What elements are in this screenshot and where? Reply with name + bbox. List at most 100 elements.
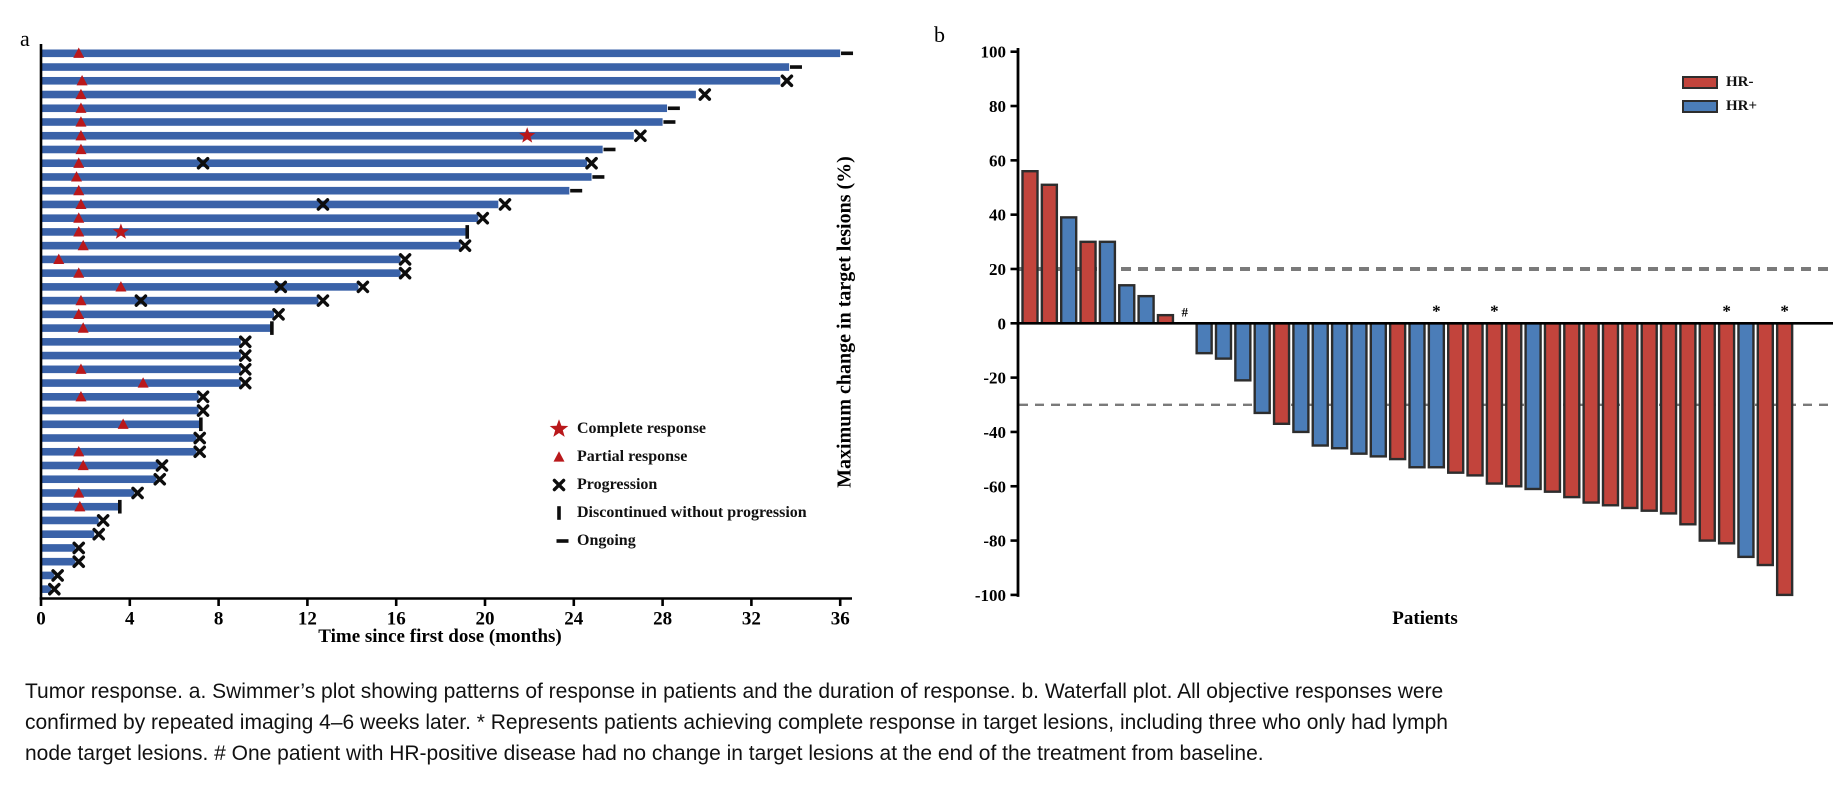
partial-response-triangle-icon [74,500,86,512]
waterfall-bar [1640,322,1658,512]
complete-response-star-icon [549,419,569,437]
swimmer-bar [42,351,241,360]
waterfall-bar [1563,322,1581,499]
discontinued-bar-icon [270,321,274,335]
discontinued-bar-icon [118,499,122,514]
waterfall-bar [1195,322,1213,355]
swimmer-bar [42,186,570,195]
partial-response-triangle-icon [75,88,87,100]
waterfall-bar [1234,322,1252,382]
swimmer-bar [42,76,781,85]
swimmer-bar [42,338,241,346]
partial-response-triangle-icon [53,253,65,264]
waterfall-bar [1447,322,1465,474]
swimmer-bar [42,118,663,126]
waterfall-bar [1466,322,1484,477]
waterfall-y-axis-title: Maximum change in target lesions (%) [833,156,856,488]
panel-b-letter: b [934,22,945,47]
partial-response-triangle-icon [73,267,85,278]
swimmer-bar [42,49,841,58]
waterfall-bar [1292,322,1310,434]
swimmer-bar [42,475,157,484]
complete-response-star-icon [519,127,536,143]
swimmer-bar [42,63,790,71]
progression-x-icon [155,459,169,472]
ongoing-dash-icon [570,188,583,193]
waterfall-bar [1311,322,1329,447]
triangle-legend-icon [553,451,565,462]
partial-response-triangle-icon [73,157,85,168]
swimmer-bar [42,90,696,99]
progression-x-icon [398,253,412,266]
legend-label: Progression [577,476,658,493]
progression-x-icon [316,198,330,211]
waterfall-y-tick-label: -80 [983,532,1006,551]
waterfall-y-tick-label: -100 [975,586,1006,605]
partial-response-triangle-icon [115,281,127,292]
legend-swatch [1682,99,1718,113]
partial-response-triangle-icon [553,451,565,462]
progression-x-icon [96,514,110,527]
progression-x-icon [72,541,86,555]
swimmer-bar [42,145,603,154]
swimmer-x-tick-label: 24 [564,609,584,630]
waterfall-bar [1698,322,1716,542]
swimmer-bar [42,228,468,236]
progression-x-icon [274,280,288,294]
waterfall-y-tick-label: 40 [989,206,1006,225]
waterfall-bar [1330,322,1349,450]
waterfall-y-tick-label: -60 [983,477,1006,496]
waterfall-bar [1098,240,1117,325]
swimmer-bar [42,131,634,140]
waterfall-y-tick-label: -20 [983,369,1006,388]
swimmer-bar [42,255,401,264]
caption-line-3: node target lesions. # One patient with … [25,742,1264,765]
swimmer-bar [42,447,197,456]
waterfall-bar [1408,322,1426,469]
waterfall-y-tick-label: 20 [989,260,1006,279]
progression-x-icon [196,156,210,170]
waterfall-bar [1679,322,1697,526]
progression-x-icon [196,390,210,404]
swimmer-bar [42,104,668,113]
partial-response-triangle-icon [75,198,87,210]
legend-label: Complete response [577,420,707,437]
progression-x-icon [634,129,647,143]
waterfall-y-tick-label: 0 [998,314,1007,333]
swimmer-x-tick-label: 32 [742,609,761,630]
waterfall-bar [1137,294,1155,325]
waterfall-bar [1272,322,1291,425]
swimmer-bar [42,200,499,209]
partial-response-triangle-icon [73,47,85,58]
waterfall-bar [1659,322,1678,515]
waterfall-bar [1601,322,1620,507]
ongoing-dash-icon [663,120,676,124]
waterfall-bar [1059,216,1078,325]
waterfall-bar [1524,322,1542,491]
partial-response-triangle-icon [75,102,87,113]
partial-response-triangle-icon [71,171,83,182]
legend-item: HR+ [1682,94,1757,118]
ongoing-dash-icon [556,539,569,543]
ongoing-dash-icon [789,65,802,69]
progression-x-icon [196,404,210,417]
waterfall-bar [1118,284,1136,325]
discontinued-legend-icon [557,506,561,520]
waterfall-bar [1717,322,1736,545]
progression-x-icon [92,527,106,541]
progression-x-icon [585,156,598,170]
waterfall-bar [1350,322,1368,455]
ongoing-dash-icon [667,106,680,111]
swimmer-bar [42,489,135,497]
waterfall-y-tick-label: -40 [983,423,1006,442]
bar-annotation: * [1722,301,1731,320]
progression-x-icon [398,266,412,280]
swimmer-bar [42,283,359,291]
waterfall-y-tick-label: 80 [989,97,1006,116]
legend-swatch [1682,75,1718,89]
swimmer-bar [42,585,51,593]
swimmer-bar [42,159,588,168]
swimmer-bar [42,530,95,538]
swimmer-bar [42,516,99,525]
